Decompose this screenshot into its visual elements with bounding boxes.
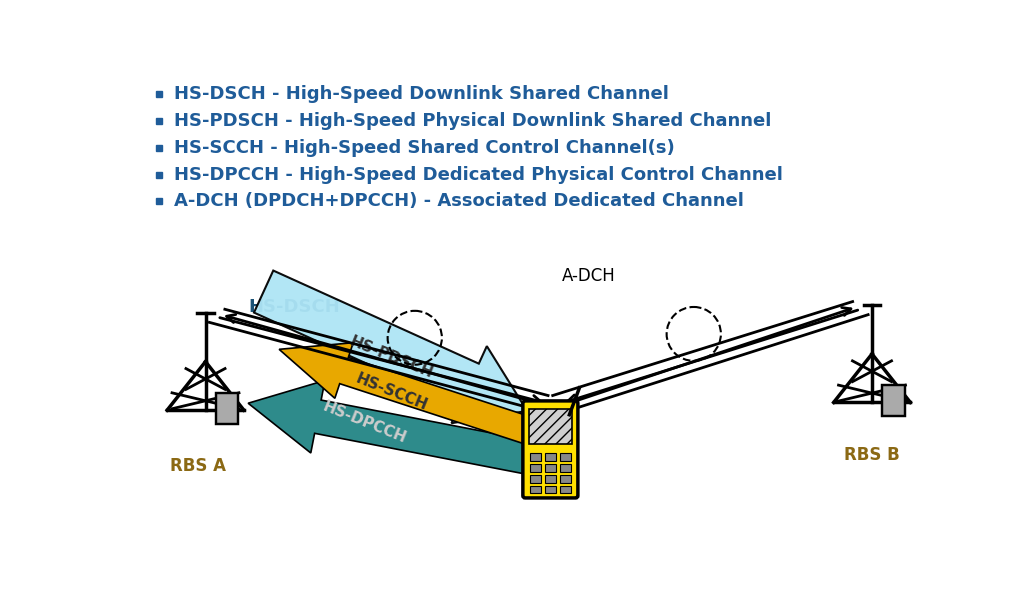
- Text: A-DCH: A-DCH: [562, 267, 615, 285]
- Bar: [530, 475, 541, 483]
- Bar: [530, 464, 541, 472]
- Bar: [530, 453, 541, 461]
- Text: HS-DSCH - High-Speed Downlink Shared Channel: HS-DSCH - High-Speed Downlink Shared Cha…: [174, 85, 670, 103]
- Text: HS-SCCH - High-Speed Shared Control Channel(s): HS-SCCH - High-Speed Shared Control Chan…: [174, 139, 675, 157]
- Bar: [545, 475, 556, 483]
- Text: HS-DPCCH - High-Speed Dedicated Physical Control Channel: HS-DPCCH - High-Speed Dedicated Physical…: [174, 165, 783, 183]
- Bar: [545, 464, 556, 472]
- Bar: [530, 486, 541, 493]
- Polygon shape: [280, 343, 543, 447]
- Bar: [560, 464, 570, 472]
- Text: HS-SCCH: HS-SCCH: [353, 370, 430, 413]
- Bar: [216, 393, 239, 424]
- Bar: [560, 475, 570, 483]
- Text: HS-PDSCH - High-Speed Physical Downlink Shared Channel: HS-PDSCH - High-Speed Physical Downlink …: [174, 112, 772, 130]
- Bar: [545, 453, 556, 461]
- Polygon shape: [248, 380, 530, 474]
- Text: HS-PDSCH: HS-PDSCH: [347, 334, 435, 380]
- Text: HS-DPCCH: HS-DPCCH: [321, 399, 409, 446]
- Bar: [545, 486, 556, 493]
- Text: RBS B: RBS B: [844, 445, 900, 463]
- Bar: [883, 385, 905, 416]
- Bar: [529, 409, 571, 445]
- Bar: [560, 486, 570, 493]
- Polygon shape: [254, 270, 527, 423]
- FancyBboxPatch shape: [523, 401, 578, 498]
- Text: A-DCH (DPDCH+DPCCH) - Associated Dedicated Channel: A-DCH (DPDCH+DPCCH) - Associated Dedicat…: [174, 192, 744, 210]
- Text: HS-DSCH: HS-DSCH: [248, 298, 340, 316]
- Text: RBS A: RBS A: [170, 457, 225, 475]
- Bar: [560, 453, 570, 461]
